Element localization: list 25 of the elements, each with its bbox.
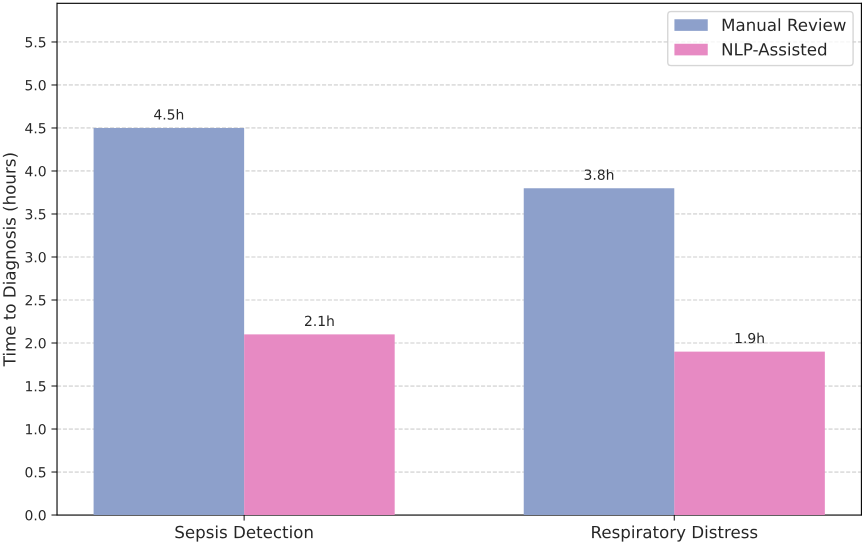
bar	[244, 334, 395, 516]
y-tick-label: 2.5	[26, 294, 46, 306]
data-label: 2.1h	[304, 315, 334, 326]
y-tick-label: 2.0	[26, 338, 46, 348]
y-tick-label: 1.5	[26, 381, 46, 392]
y-tick-label: 0.0	[25, 510, 46, 520]
data-label: 1.9h	[736, 332, 764, 344]
y-tick-label: 3.5	[26, 208, 46, 220]
y-tick-label: 5.5	[26, 37, 46, 48]
legend-label: NLP-Assisted	[722, 42, 826, 56]
data-label: 4.5h	[154, 108, 184, 120]
bar	[524, 188, 674, 516]
data-label: 3.8h	[584, 169, 614, 180]
y-axis-title: Time to Diagnosis (hours)	[2, 153, 19, 366]
bar	[94, 128, 244, 516]
y-tick-label: 4.0	[25, 166, 46, 176]
y-tick-label: 4.5	[25, 123, 46, 134]
y-tick-label: 1.0	[26, 424, 46, 434]
x-tick-label: Respiratory Distress	[592, 525, 758, 542]
y-tick-label: 3.0	[26, 252, 46, 262]
y-tick-label: 0.5	[25, 466, 46, 478]
bar	[674, 352, 825, 516]
legend-label: Manual Review	[722, 18, 846, 32]
x-tick-label: Sepsis Detection	[175, 525, 313, 542]
y-tick-label: 5.0	[26, 80, 46, 90]
